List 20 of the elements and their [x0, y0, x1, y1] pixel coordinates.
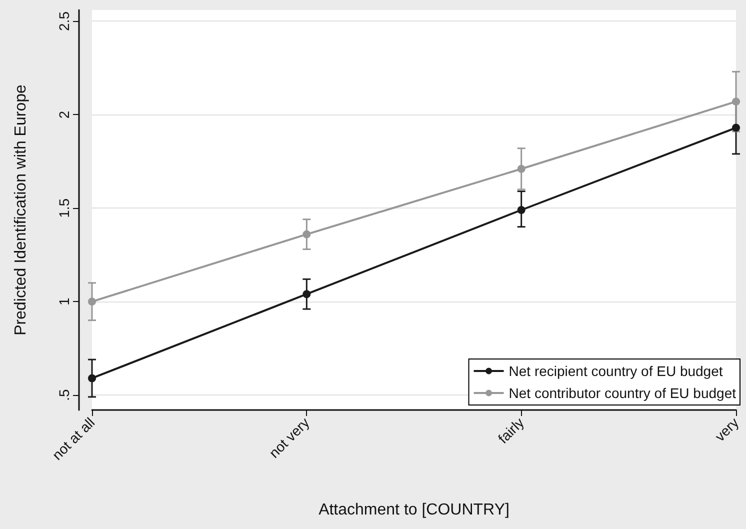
x-tick-label: very — [712, 414, 742, 444]
y-tick-label: 1 — [56, 297, 72, 306]
y-tick-label: 1.5 — [56, 198, 72, 218]
y-tick-label: 2 — [56, 110, 72, 119]
y-tick-label: 2.5 — [56, 11, 72, 31]
y-axis-title: Predicted Identification with Europe — [12, 84, 30, 336]
y-tick-label: .5 — [56, 389, 72, 401]
legend-label: Net contributor country of EU budget — [508, 385, 736, 401]
x-tick-label: not at all — [48, 414, 98, 464]
point — [302, 290, 311, 298]
point — [302, 230, 311, 238]
point — [517, 164, 526, 173]
point — [88, 374, 96, 382]
x-axis-title: Attachment to [COUNTRY] — [318, 502, 510, 518]
point — [732, 124, 740, 132]
point — [88, 298, 96, 306]
point — [732, 98, 740, 106]
legend-label: Net recipient country of EU budget — [508, 363, 723, 379]
x-tick-label: not very — [266, 414, 312, 461]
point — [517, 206, 526, 214]
